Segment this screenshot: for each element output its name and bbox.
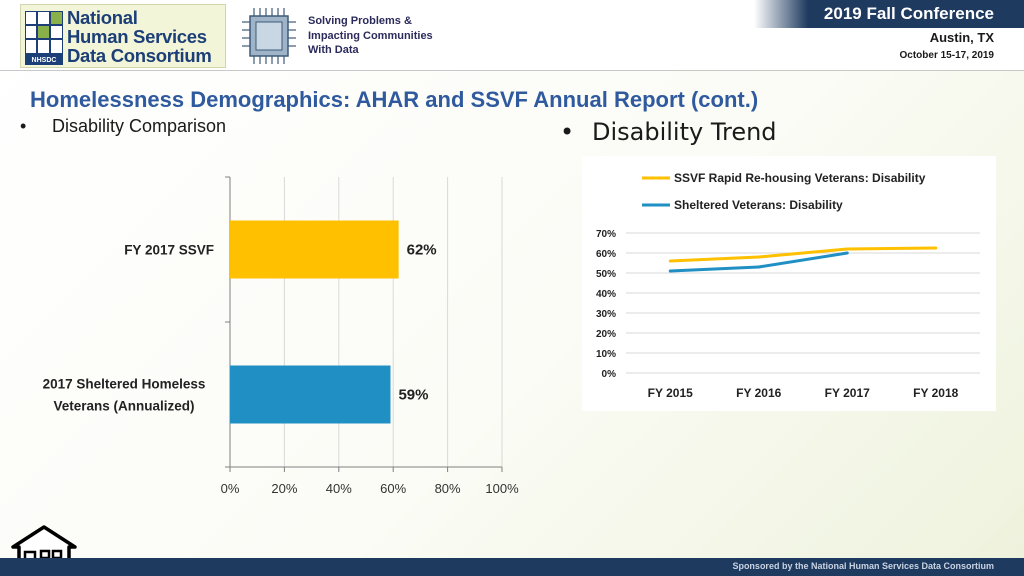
tagline-line-3: With Data [308,44,359,56]
bar [230,365,391,424]
logo-wordmark: National Human Services Data Consortium [67,8,212,65]
data-point [668,269,672,273]
conference-title: 2019 Fall Conference [823,4,994,23]
conference-banner [754,0,1024,28]
data-label: 62% [407,242,437,259]
category-label: FY 2017 SSVF [124,243,214,258]
legend-label: Sheltered Veterans: Disability [674,198,843,212]
y-tick-label: 30% [596,309,616,320]
y-tick-label: 20% [596,329,616,340]
bullet-right-text: Disability Trend [592,118,777,146]
category-label: Veterans (Annualized) [53,399,194,414]
data-point [757,255,761,259]
data-point [757,265,761,269]
logo-line-2: Human Services [67,26,207,47]
x-tick-label: FY 2015 [648,386,693,400]
slide-title: Homelessness Demographics: AHAR and SSVF… [30,87,759,112]
x-tick-label: FY 2016 [736,386,781,400]
x-tick-label: 60% [380,481,406,496]
footer-bar: Sponsored by the National Human Services… [0,558,1024,576]
x-tick-label: 100% [485,481,519,496]
category-label: 2017 Sheltered Homeless [43,377,206,392]
x-tick-label: FY 2018 [913,386,958,400]
data-point [934,246,938,250]
x-tick-label: 20% [271,481,297,496]
x-tick-label: FY 2017 [825,386,870,400]
legend-label: SSVF Rapid Re-housing Veterans: Disabili… [674,171,926,185]
tagline-line-2: Impacting Communities [308,29,433,42]
tagline: Solving Problems & Impacting Communities… [308,14,433,58]
data-point [845,251,849,255]
conference-dates: October 15-17, 2019 [899,50,995,61]
y-tick-label: 60% [596,249,616,260]
bullet-disability-trend: • Disability Trend [560,118,777,146]
data-label: 59% [398,387,428,404]
nhsdc-grid-logo-icon: NHSDC [25,11,63,65]
disability-comparison-bar-chart: 0% 20% 40% 60% 80% 100% 62% FY 2017 SSVF 59% 2017… [43,176,519,496]
footer-sponsor-text: Sponsored by the National Human Services… [732,561,994,571]
conference-city: Austin, TX [929,30,994,45]
y-tick-label: 40% [596,289,616,300]
chart-background [582,156,996,411]
bullet-left-text: Disability Comparison [52,116,227,136]
disability-trend-line-chart: 0% 10% 20% 30% 40% 50% 60% 70% FY 2015 FY 2016 FY … [582,156,996,411]
bullet-dot: • [20,116,27,136]
y-tick-label: 50% [596,269,616,280]
y-tick-label: 70% [596,229,616,240]
tagline-line-1: Solving Problems & [308,15,412,27]
bar [230,220,399,279]
bullet-disability-comparison: • Disability Comparison [20,116,226,137]
series-line [670,246,936,263]
bullet-dot: • [560,118,575,146]
logo-line-3: Data Consortium [67,45,212,66]
data-point [845,247,849,251]
y-tick-label: 0% [602,369,617,380]
nhsdc-logo[interactable]: NHSDC National Human Services Data Conso… [20,4,226,68]
header-bar: NHSDC National Human Services Data Conso… [0,0,1024,71]
circuit-chip-icon [242,8,296,64]
logo-line-1: National [67,7,138,28]
logo-mark-text: NHSDC [32,57,57,64]
x-tick-label: 80% [435,481,461,496]
x-tick-label: 40% [326,481,352,496]
y-tick-label: 10% [596,349,616,360]
data-point [668,259,672,263]
x-tick-label: 0% [221,481,240,496]
